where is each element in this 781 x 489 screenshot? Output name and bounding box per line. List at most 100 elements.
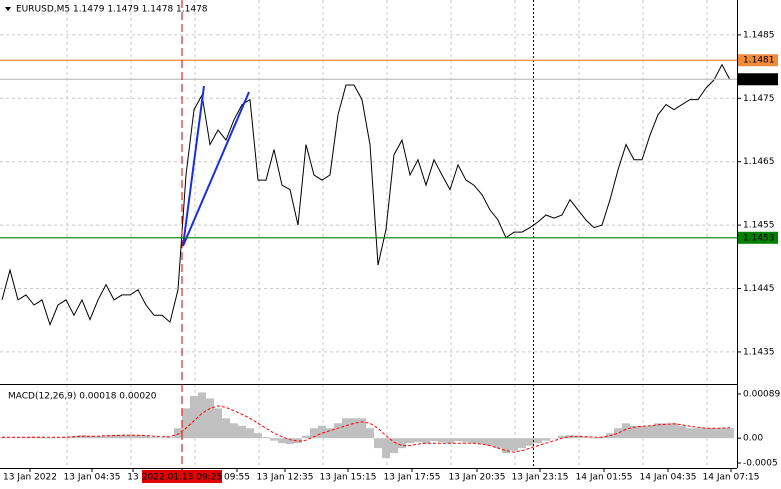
histogram-bar <box>342 418 350 439</box>
histogram-bar <box>406 438 414 444</box>
x-tick-label: 13 Jan 20:35 <box>449 473 506 483</box>
histogram-bar <box>94 436 102 439</box>
x-tick-label: 2022.01.13 09:25 <box>142 473 222 483</box>
histogram-bar <box>350 418 358 439</box>
histogram-bar <box>158 437 166 439</box>
y-tick-label: 0.00 <box>743 434 763 444</box>
histogram-bar <box>118 434 126 439</box>
y-tick-label: 1.1435 <box>743 347 775 357</box>
trend-line <box>182 91 250 247</box>
histogram-bar <box>486 438 494 446</box>
histogram-bar <box>222 418 230 439</box>
histogram-bar <box>262 437 270 439</box>
histogram-bar <box>230 423 238 439</box>
histogram-bar <box>478 438 486 445</box>
histogram-bar <box>110 434 118 439</box>
y-tick-label: 1.1475 <box>743 94 775 104</box>
x-tick-label: 13 <box>127 473 138 483</box>
y-tick-label: 0.00089 <box>743 389 780 399</box>
histogram-bar <box>654 423 662 439</box>
x-tick-label: 13 Jan 23:15 <box>512 473 569 483</box>
x-tick-label: 13 Jan 2022 <box>3 473 57 483</box>
histogram-bar <box>414 438 422 443</box>
histogram-bar <box>294 438 302 444</box>
histogram-bar <box>382 438 390 459</box>
histogram-bar <box>198 392 206 439</box>
level-box <box>738 231 778 244</box>
x-tick-label: 13 Jan 04:35 <box>64 473 121 483</box>
histogram-bar <box>718 428 726 439</box>
histogram-bar <box>574 435 582 439</box>
histogram-bar <box>454 438 462 442</box>
x-tick-label: 13 Jan 12:35 <box>257 473 314 483</box>
histogram-bar <box>518 438 526 449</box>
x-tick-label: 14 Jan 07:15 <box>703 473 760 483</box>
histogram-bar <box>494 438 502 449</box>
histogram-bar <box>462 438 470 443</box>
x-tick-label: 14 Jan 01:55 <box>576 473 633 483</box>
histogram-bar <box>254 433 262 439</box>
histogram-bar <box>190 395 198 439</box>
histogram-bar <box>646 425 654 439</box>
histogram-bar <box>430 438 438 442</box>
x-tick-label: 13 Jan 15:15 <box>320 473 377 483</box>
y-tick-label: 1.1445 <box>743 284 775 294</box>
histogram-bar <box>710 428 718 439</box>
histogram-bar <box>502 438 510 454</box>
histogram-bar <box>686 428 694 439</box>
histogram-bar <box>150 437 158 439</box>
histogram-bar <box>334 423 342 439</box>
histogram-bar <box>422 438 430 444</box>
histogram-bar <box>102 435 110 439</box>
trend-line <box>182 85 205 247</box>
histogram-bar <box>6 437 14 439</box>
histogram-bar <box>86 435 94 439</box>
histogram-bar <box>694 428 702 439</box>
marks <box>0 63 734 459</box>
histogram-bar <box>438 438 446 443</box>
level-label: 1.1478 <box>743 75 775 85</box>
histogram-bar <box>374 438 382 449</box>
highlight-box <box>142 470 222 483</box>
grid <box>0 0 737 468</box>
histogram-bar <box>590 438 598 439</box>
histogram-bar <box>510 438 518 451</box>
menu-arrow <box>5 7 11 11</box>
level-box <box>738 73 778 86</box>
histogram-bar <box>662 423 670 439</box>
histogram-bar <box>630 425 638 439</box>
histogram-bar <box>54 437 62 439</box>
histogram-bar <box>326 428 334 439</box>
histogram-bar <box>278 438 286 444</box>
y-tick-label: 1.1465 <box>743 157 775 167</box>
histogram-bar <box>542 438 550 441</box>
histogram-bar <box>366 428 374 439</box>
histogram-bar <box>702 428 710 439</box>
histogram-bar <box>318 425 326 439</box>
histogram-bar <box>638 425 646 439</box>
histogram-bar <box>726 428 734 439</box>
chart-title: EURUSD,M5 1.1479 1.1479 1.1478 1.1478 <box>16 5 208 15</box>
histogram-bar <box>182 408 190 439</box>
x-tick-label: 14 Jan 04:35 <box>640 473 697 483</box>
histogram-bar <box>550 438 558 439</box>
histogram-bar <box>622 423 630 439</box>
histogram-bar <box>14 437 22 439</box>
y-tick-label: -0.0005 <box>743 459 778 469</box>
histogram-bar <box>558 435 566 439</box>
price-line <box>1 63 731 327</box>
histogram-bar <box>206 398 214 439</box>
histogram-bar <box>678 425 686 439</box>
x-tick-label: 09:55 <box>224 473 250 483</box>
indicator-title: MACD(12,26,9) 0.00018 0.00020 <box>8 392 157 402</box>
histogram-bar <box>310 428 318 439</box>
histogram-bar <box>62 437 70 439</box>
histogram-bar <box>246 428 254 439</box>
histogram-bar <box>534 438 542 444</box>
histogram-bar <box>526 438 534 446</box>
histogram-bar <box>214 408 222 439</box>
histogram-bar <box>614 428 622 439</box>
histogram-bar <box>270 438 278 441</box>
